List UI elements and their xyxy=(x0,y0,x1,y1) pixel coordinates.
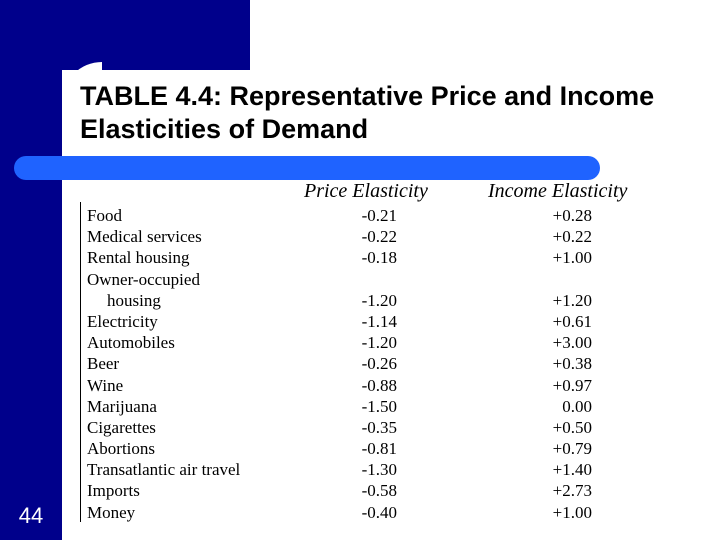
slide-title: TABLE 4.4: Representative Price and Inco… xyxy=(80,81,655,144)
row-label: Owner-occupied xyxy=(87,269,200,289)
price-elasticity-value: -0.18 xyxy=(361,248,397,268)
income-elasticity-value: +0.38 xyxy=(552,354,592,374)
row-label: Imports xyxy=(87,481,140,501)
row-label: Money xyxy=(87,502,136,522)
price-elasticity-value: -0.35 xyxy=(361,417,397,437)
price-elasticity-value: -1.20 xyxy=(361,290,397,310)
header-income-elasticity: Income Elasticity xyxy=(488,180,628,202)
row-label: Wine xyxy=(87,375,124,395)
table-row: Transatlantic air travel -1.30 +1.40 xyxy=(87,459,627,480)
header-price-elasticity: Price Elasticity xyxy=(304,180,428,202)
price-elasticity-value: -0.81 xyxy=(361,439,397,459)
income-elasticity-value: +0.61 xyxy=(552,311,592,331)
row-label: Beer xyxy=(87,354,120,374)
price-elasticity-value: -0.88 xyxy=(361,375,397,395)
elasticity-table: Food -0.21 +0.28 Medical services -0.22 +0.2… xyxy=(87,205,627,523)
table-row: Electricity -1.14 +0.61 xyxy=(87,311,627,332)
table-row: Medical services -0.22 +0.22 xyxy=(87,226,627,247)
row-label: Rental housing xyxy=(87,248,190,268)
income-elasticity-value: +0.22 xyxy=(552,227,592,247)
price-elasticity-value: -0.58 xyxy=(361,481,397,501)
income-elasticity-value: +0.79 xyxy=(552,439,592,459)
table-row: Imports -0.58 +2.73 xyxy=(87,480,627,501)
row-label: Medical services xyxy=(87,227,202,247)
price-elasticity-value: -0.40 xyxy=(361,502,397,522)
table-row: Food -0.21 +0.28 xyxy=(87,205,627,226)
price-elasticity-value: -0.26 xyxy=(361,354,397,374)
table-left-rule xyxy=(80,202,81,522)
table-row: Cigarettes -0.35 +0.50 xyxy=(87,417,627,438)
table-row: Rental housing -0.18 +1.00 xyxy=(87,247,627,268)
income-elasticity-value: +1.20 xyxy=(552,290,592,310)
page-number: 44 xyxy=(18,503,44,528)
price-elasticity-value: -0.22 xyxy=(361,227,397,247)
row-label: housing xyxy=(107,290,161,310)
price-elasticity-value: -0.21 xyxy=(361,206,397,225)
income-elasticity-value: 0.00 xyxy=(562,396,592,416)
price-elasticity-value: -1.14 xyxy=(361,311,397,331)
title-divider xyxy=(14,156,600,180)
price-elasticity-value: -1.20 xyxy=(361,333,397,353)
decor-bar-left xyxy=(0,0,62,540)
table-row: Marijuana -1.50 0.00 xyxy=(87,396,627,417)
table-row: housing -1.20 +1.20 xyxy=(87,290,627,311)
row-label: Cigarettes xyxy=(87,417,156,437)
price-elasticity-value: -1.50 xyxy=(361,396,397,416)
table-row: Abortions -0.81 +0.79 xyxy=(87,438,627,459)
income-elasticity-value: +0.28 xyxy=(552,206,592,225)
income-elasticity-value: +0.97 xyxy=(552,375,592,395)
income-elasticity-value: +1.40 xyxy=(552,460,592,480)
row-label: Electricity xyxy=(87,311,158,331)
row-label: Marijuana xyxy=(87,396,157,416)
table-row: Automobiles -1.20 +3.00 xyxy=(87,332,627,353)
income-elasticity-value: +0.50 xyxy=(552,417,592,437)
row-label: Food xyxy=(87,206,122,225)
row-label: Automobiles xyxy=(87,333,175,353)
table-row: Beer -0.26 +0.38 xyxy=(87,353,627,374)
income-elasticity-value: +2.73 xyxy=(552,481,592,501)
table-row: Wine -0.88 +0.97 xyxy=(87,375,627,396)
income-elasticity-value: +1.00 xyxy=(552,248,592,268)
table-row: Owner-occupied xyxy=(87,269,627,290)
income-elasticity-value: +1.00 xyxy=(552,502,592,522)
table-row: Money -0.40 +1.00 xyxy=(87,502,627,523)
row-label: Transatlantic air travel xyxy=(87,460,241,480)
price-elasticity-value: -1.30 xyxy=(361,460,397,480)
row-label: Abortions xyxy=(87,439,155,459)
income-elasticity-value: +3.00 xyxy=(552,333,592,353)
